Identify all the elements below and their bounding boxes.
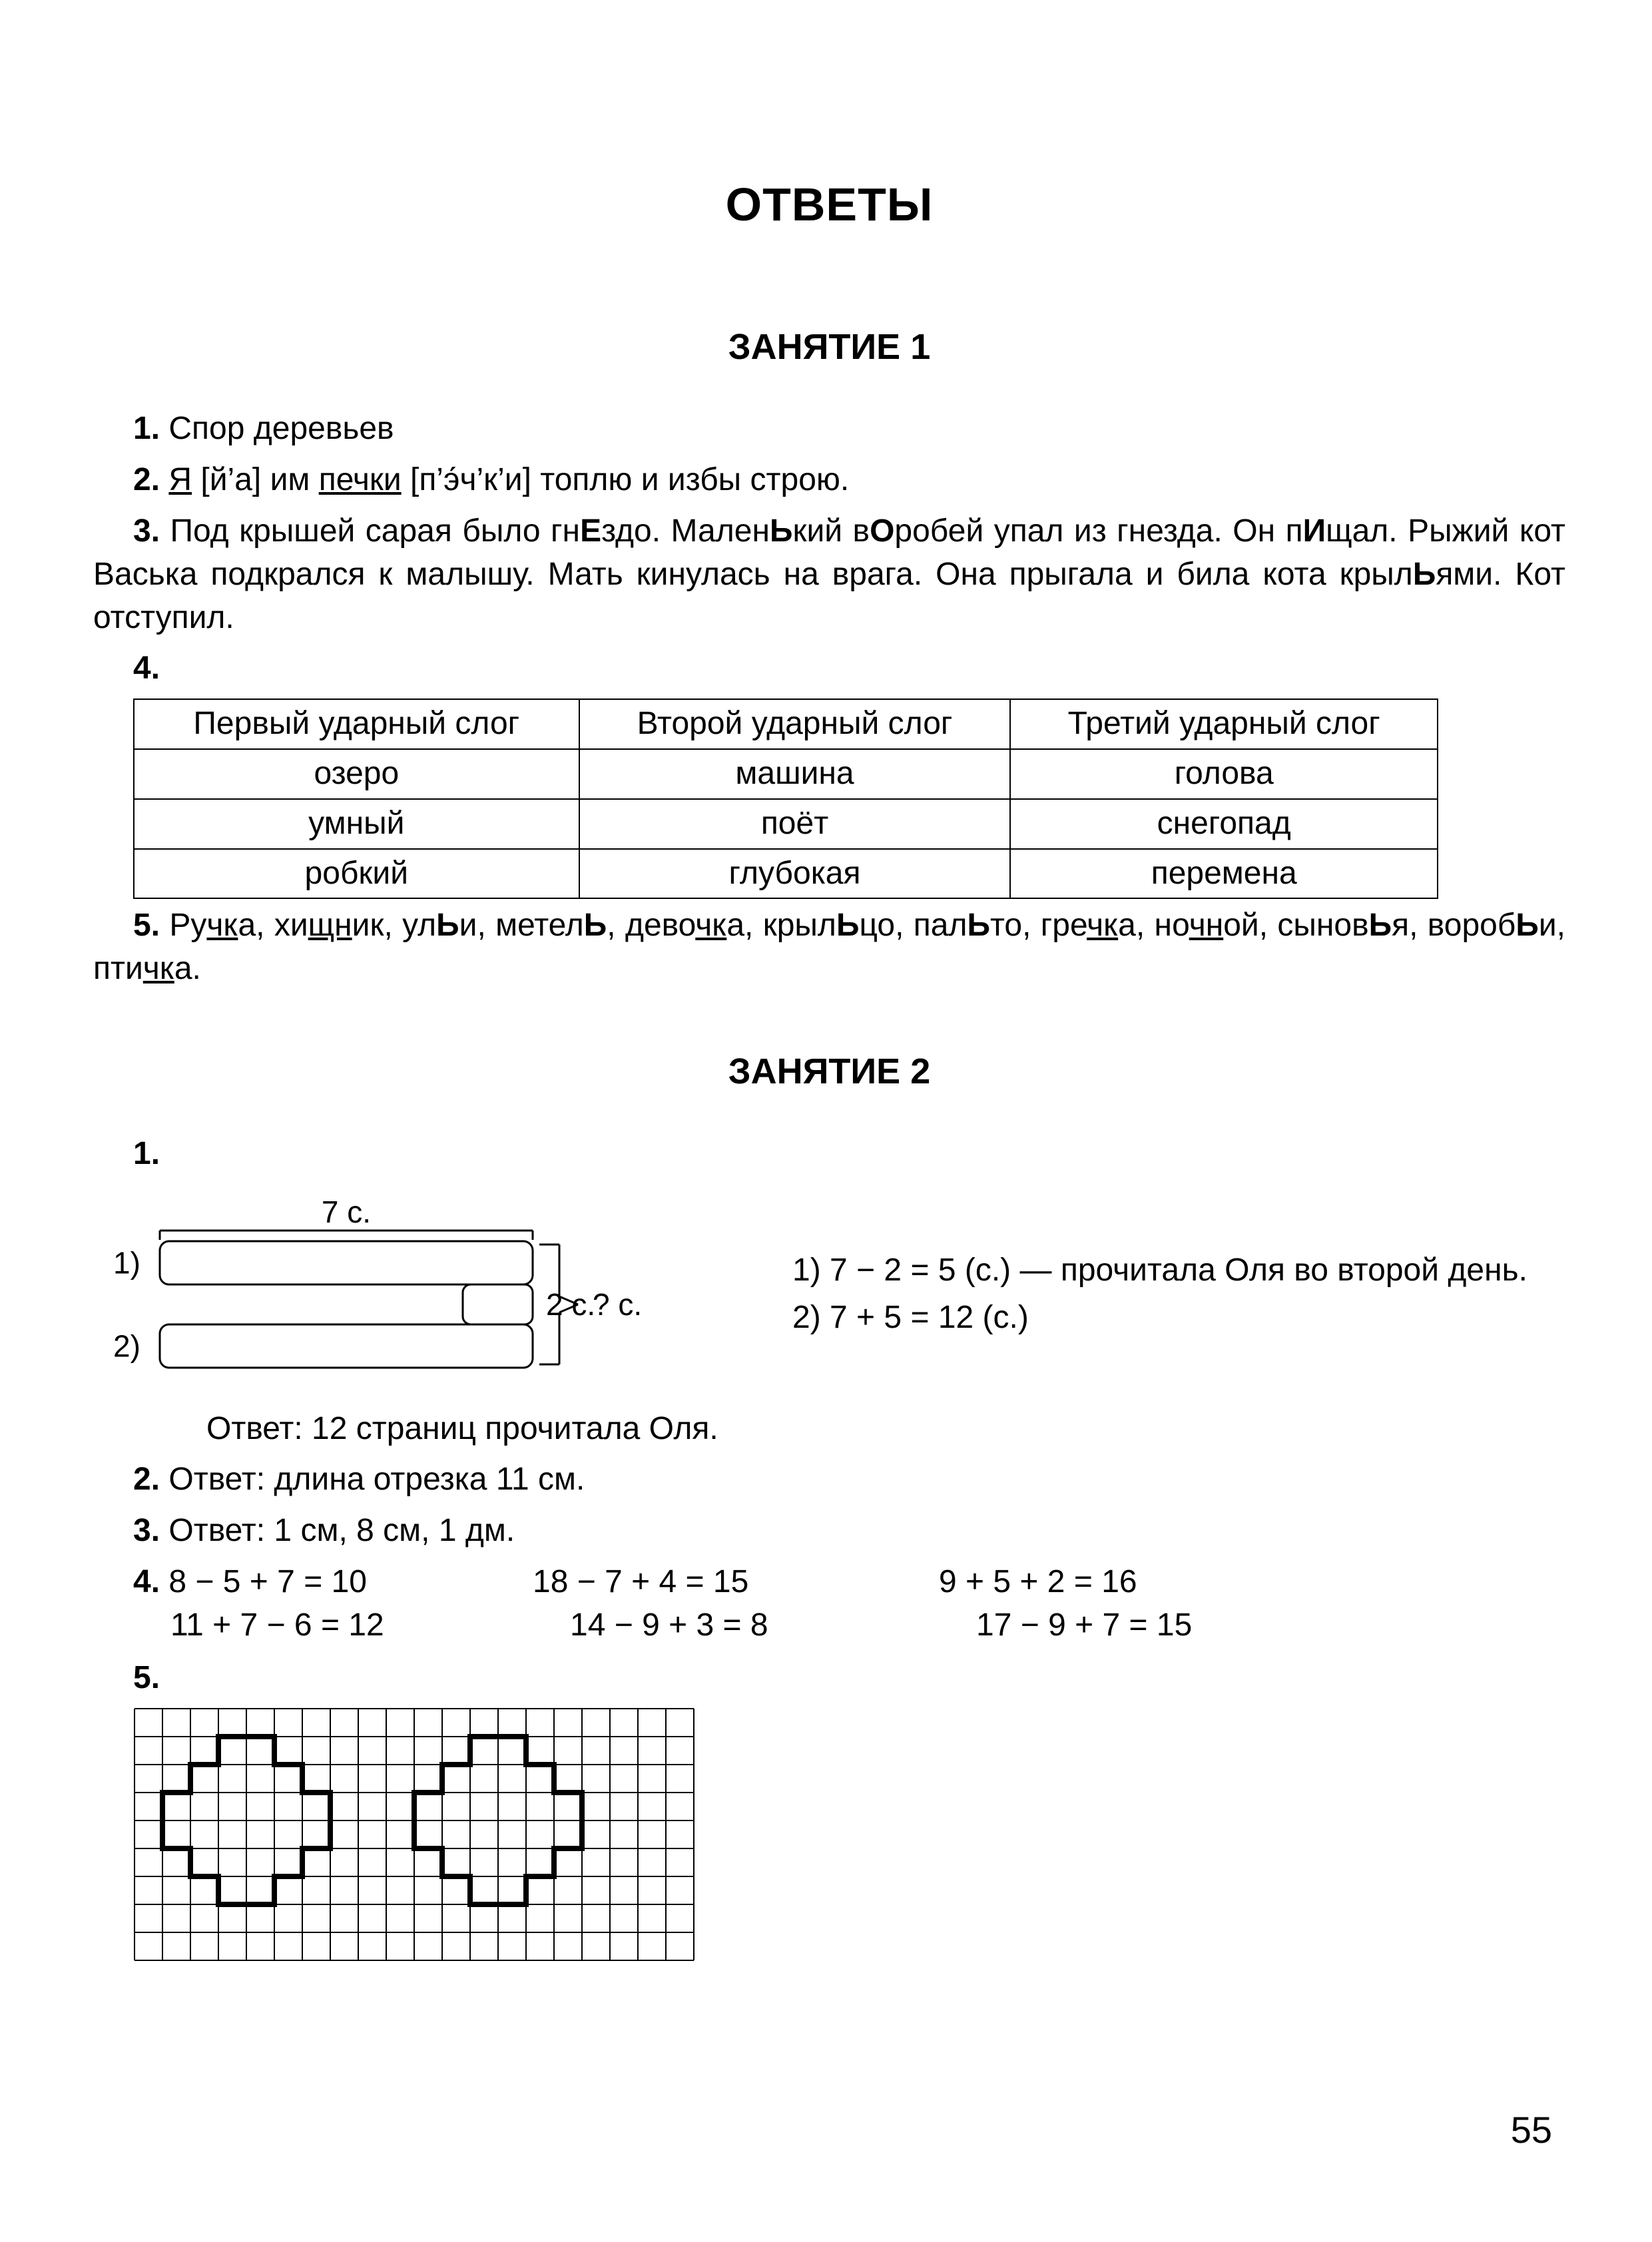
eq: 14 − 9 + 3 = 8 [530,1604,936,1647]
answer-2-3: 3. Ответ: 1 см, 8 см, 1 дм. [93,1510,1565,1553]
diagram-row: 7 с. 2 с.? с. 1) 2) 1) 7 − 2 = 5 (с.) — про… [93,1188,1565,1401]
seg-bold: Ь [436,908,459,943]
seg: а, крыл [726,908,836,943]
eq: 18 − 7 + 4 = 15 [493,1561,899,1604]
eq: 8 − 5 + 7 = 10 [168,1564,367,1599]
seg: , дево [607,908,695,943]
seg-bold: Ь [1369,908,1392,943]
seg-bold: О [870,513,894,549]
answer-num: 3. [133,1513,160,1548]
table-header: Второй ударный слог [579,699,1011,749]
answer-2-1-num: 1. [93,1133,1565,1176]
seg: а. [174,951,201,986]
eq: 9 + 5 + 2 = 16 [899,1561,1179,1604]
answer-num: 1. [133,411,160,446]
answer-2-1-answer: Ответ: 12 страниц прочитала Оля. [206,1408,1565,1451]
seg: и, метел [459,908,584,943]
lesson-2-heading: ЗАНЯТИЕ 2 [93,1047,1565,1096]
seg-underline: щн [308,908,352,943]
answer-1-2: 2. Я [й’а] им печки [п’э́ч’к’и] топлю и … [93,459,1565,502]
seg: [й’а] им [192,462,319,497]
answer-num: 3. [133,513,160,549]
eq: 17 − 9 + 7 = 15 [936,1604,1216,1647]
seg-bold: Ь [770,513,793,549]
seg: здо. Мален [601,513,770,549]
svg-text:7 с.: 7 с. [322,1195,371,1229]
seg: робей упал из гнезда. Он п [894,513,1302,549]
seg-bold: Е [580,513,601,549]
answer-num: 2. [133,1462,160,1497]
table-cell: машина [579,749,1011,799]
table-cell: поёт [579,799,1011,849]
seg: кий в [792,513,870,549]
seg-bold: Ь [1515,908,1539,943]
answer-text: Спор деревьев [160,411,394,446]
page-number: 55 [1511,2105,1552,2155]
lesson-1-heading: ЗАНЯТИЕ 1 [93,323,1565,372]
answer-num: 1. [133,1136,160,1171]
svg-text:2 с.: 2 с. [546,1287,595,1322]
answer-num: 2. [133,462,168,497]
answer-2-5-num: 5. [93,1657,1565,1700]
answer-num: 5. [133,1660,160,1695]
eq: 11 + 7 − 6 = 12 [93,1604,530,1647]
seg: а, но [1118,908,1189,943]
seg: Я [168,462,192,497]
grid-drawing [133,1707,1565,1962]
answer-text: Ответ: 1 см, 8 см, 1 дм. [160,1513,515,1548]
answer-1-5: 5. Ручка, хищник, улЬи, метелЬ, девочка,… [93,904,1565,991]
seg-bold: Ь [1413,557,1436,592]
table-row: робкийглубокаяперемена [134,849,1438,899]
seg-underline: чк [206,908,238,943]
seg: то, гре [990,908,1087,943]
table-cell: глубокая [579,849,1011,899]
table-header: Третий ударный слог [1010,699,1438,749]
answer-num: 4. [133,651,160,686]
seg-bold: Ь [584,908,607,943]
working-lines: 1) 7 − 2 = 5 (с.) — прочитала Оля во вто… [792,1249,1527,1340]
seg: печки [319,462,402,497]
page-title: ОТВЕТЫ [93,173,1565,236]
svg-text:? с.: ? с. [593,1287,642,1322]
seg: ой, сынов [1223,908,1368,943]
answer-2-4: 4. 8 − 5 + 7 = 10 18 − 7 + 4 = 15 9 + 5 … [93,1561,1565,1647]
table-cell: голова [1010,749,1438,799]
answer-num: 5. [133,908,160,943]
table-cell: перемена [1010,849,1438,899]
table-row: озеромашинаголова [134,749,1438,799]
table-cell: озеро [134,749,579,799]
answer-1-3: 3. Под крышей сарая было гнЕздо. МаленЬк… [93,510,1565,639]
seg-bold: Ь [836,908,860,943]
answer-num: 4. [133,1564,160,1599]
answer-2-2: 2. Ответ: длина отрезка 11 см. [93,1458,1565,1502]
bar-diagram: 7 с. 2 с.? с. 1) 2) [93,1188,739,1401]
table-cell: умный [134,799,579,849]
seg-bold: И [1303,513,1326,549]
seg: я, вороб [1392,908,1515,943]
seg: [п’э́ч’к’и] топлю и избы строю. [402,462,850,497]
answer-1-4-num: 4. [93,647,1565,691]
table-cell: робкий [134,849,579,899]
svg-text:1): 1) [113,1245,140,1280]
seg-underline: чк [143,951,174,986]
answer-1-1: 1. Спор деревьев [93,408,1565,451]
seg-underline: чк [695,908,726,943]
work-line: 1) 7 − 2 = 5 (с.) — прочитала Оля во вто… [792,1249,1527,1292]
seg: Ру [169,908,206,943]
seg: ик, ул [352,908,436,943]
seg-underline: чн [1189,908,1224,943]
svg-text:2): 2) [113,1328,140,1363]
answer-text: Ответ: длина отрезка 11 см. [160,1462,585,1497]
seg: а, хи [238,908,308,943]
seg-underline: чк [1087,908,1118,943]
seg: цо, пал [859,908,967,943]
seg-bold: Ь [967,908,990,943]
table-row: умныйпоётснегопад [134,799,1438,849]
table-cell: снегопад [1010,799,1438,849]
work-line: 2) 7 + 5 = 12 (с.) [792,1296,1527,1340]
syllable-table: Первый ударный слогВторой ударный слогТр… [133,699,1438,899]
seg: Под крышей сарая было гн [160,513,580,549]
table-header: Первый ударный слог [134,699,579,749]
